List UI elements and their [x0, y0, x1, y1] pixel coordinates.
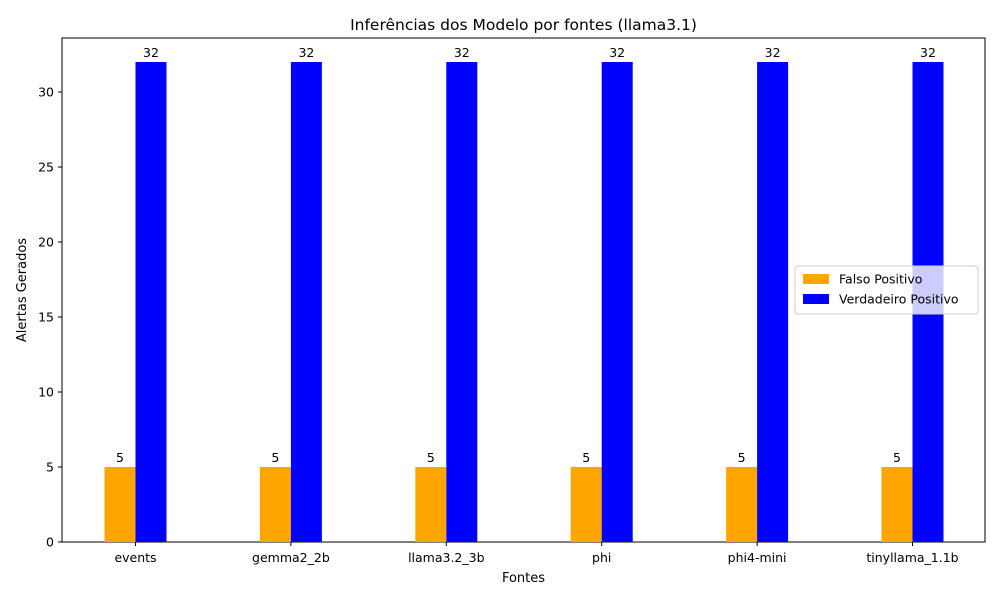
- bar-verdadeiro-positivo-1: [290, 62, 322, 542]
- data-label-falso-positivo-0: 5: [116, 450, 124, 465]
- x-tick-label-0: events: [114, 550, 156, 565]
- chart-title: Inferências dos Modelo por fontes (llama…: [350, 16, 697, 34]
- bar-verdadeiro-positivo-0: [135, 62, 167, 542]
- legend-box: [794, 265, 979, 315]
- data-label-verdadeiro-positivo-2: 32: [454, 45, 470, 60]
- data-label-verdadeiro-positivo-4: 32: [765, 45, 781, 60]
- y-tick-label-0: 0: [46, 535, 54, 550]
- legend-label-0: Falso Positivo: [839, 272, 922, 287]
- y-tick-label-2: 10: [38, 385, 54, 400]
- bar-falso-positivo-2: [415, 467, 447, 542]
- data-labels-group: 5 32 5 32 5 32 5 32 5 32 5 32: [116, 45, 936, 465]
- bar-falso-positivo-1: [259, 467, 291, 542]
- x-tick-label-4: phi4-mini: [728, 550, 787, 565]
- y-axis-label: Alertas Gerados: [15, 238, 30, 342]
- legend: Falso Positivo Verdadeiro Positivo: [794, 265, 979, 315]
- x-axis-label: Fontes: [502, 571, 545, 586]
- y-tick-label-6: 30: [38, 85, 54, 100]
- x-tick-label-1: gemma2_2b: [252, 550, 330, 565]
- data-label-verdadeiro-positivo-3: 32: [609, 45, 625, 60]
- y-axis: 0 5 10 15 20 25 30: [38, 85, 62, 550]
- y-tick-label-4: 20: [38, 235, 54, 250]
- x-tick-label-5: tinyllama_1.1b: [866, 550, 958, 565]
- x-tick-label-3: phi: [592, 550, 611, 565]
- legend-label-1: Verdadeiro Positivo: [839, 292, 959, 307]
- data-label-falso-positivo-3: 5: [582, 450, 590, 465]
- data-label-verdadeiro-positivo-1: 32: [298, 45, 314, 60]
- y-tick-label-3: 15: [38, 310, 54, 325]
- data-label-verdadeiro-positivo-5: 32: [920, 45, 936, 60]
- data-label-falso-positivo-1: 5: [271, 450, 279, 465]
- bar-verdadeiro-positivo-3: [601, 62, 633, 542]
- data-label-verdadeiro-positivo-0: 32: [143, 45, 159, 60]
- bar-falso-positivo-3: [570, 467, 602, 542]
- bar-falso-positivo-5: [881, 467, 913, 542]
- x-tick-label-2: llama3.2_3b: [408, 550, 485, 565]
- legend-swatch-0: [803, 274, 829, 284]
- bar-verdadeiro-positivo-4: [757, 62, 789, 542]
- bars-group: [104, 62, 944, 542]
- data-label-falso-positivo-4: 5: [738, 450, 746, 465]
- y-tick-label-1: 5: [46, 460, 54, 475]
- bar-falso-positivo-4: [726, 467, 758, 542]
- y-tick-label-5: 25: [38, 160, 54, 175]
- bar-falso-positivo-0: [104, 467, 136, 542]
- legend-swatch-1: [803, 294, 829, 304]
- plot-frame: [61, 37, 986, 543]
- x-axis: events gemma2_2b llama3.2_3b phi phi4-mini ti…: [114, 542, 959, 565]
- data-label-falso-positivo-2: 5: [427, 450, 435, 465]
- bar-verdadeiro-positivo-2: [446, 62, 478, 542]
- data-label-falso-positivo-5: 5: [893, 450, 901, 465]
- plot-area: [61, 37, 986, 543]
